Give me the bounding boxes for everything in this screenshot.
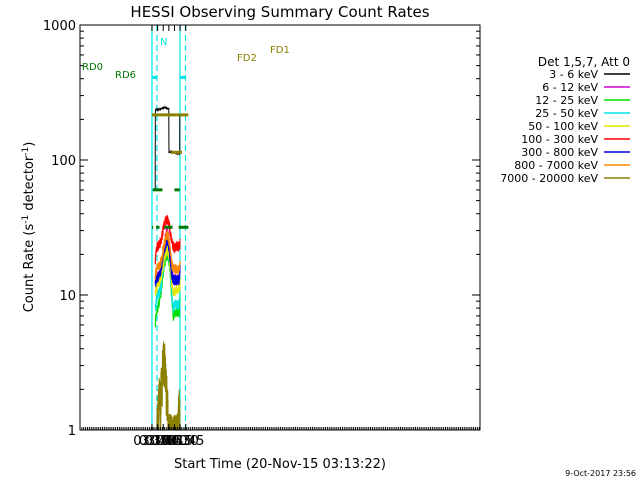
state-label-n: N bbox=[160, 37, 167, 48]
legend-label-7000-20000-kev: 7000 - 20000 keV bbox=[500, 172, 598, 185]
state-label-fd1: FD1 bbox=[270, 45, 290, 56]
series-line-800-7000-kev bbox=[154, 229, 181, 280]
series-line-3-6-kev bbox=[154, 105, 181, 191]
x-tick-label: 03:30 bbox=[139, 434, 176, 449]
x-tick-label: 04:45 bbox=[167, 434, 204, 449]
legend-label-25-50-kev: 25 - 50 keV bbox=[535, 107, 598, 120]
legend-label-300-800-kev: 300 - 800 keV bbox=[521, 146, 598, 159]
legend-label-12-25-kev: 12 - 25 keV bbox=[535, 94, 598, 107]
x-tick-label: 03:15 bbox=[133, 434, 170, 449]
x-tick-label: 04:00 bbox=[150, 434, 187, 449]
legend-title: Det 1,5,7, Att 0 bbox=[538, 55, 630, 69]
series-line-7000-20000-kev bbox=[156, 341, 181, 432]
series-line-300-800-kev bbox=[154, 237, 181, 287]
y-tick-label: 1 bbox=[68, 424, 76, 439]
plot-frame bbox=[79, 24, 481, 431]
series-line-100-300-kev bbox=[154, 215, 181, 265]
x-axis-label: Start Time (20-Nov-15 03:13:22) bbox=[174, 457, 386, 472]
x-tick-label: 04:15 bbox=[156, 434, 193, 449]
y-tick-label: 1000 bbox=[43, 19, 76, 34]
legend-label-6-12-kev: 6 - 12 keV bbox=[542, 81, 598, 94]
footer-timestamp: 9-Oct-2017 23:56 bbox=[565, 469, 636, 478]
x-tick-label: 04:30 bbox=[161, 434, 198, 449]
series-line-50-100-kev bbox=[154, 244, 181, 297]
chart-title: HESSI Observing Summary Count Rates bbox=[130, 3, 429, 21]
legend-label-50-100-kev: 50 - 100 keV bbox=[528, 120, 598, 133]
instrument-state-bars: N FD1 FD2 RD0 RD6 bbox=[82, 37, 290, 229]
y-axis-ticks: 1000 100 10 1 bbox=[43, 19, 480, 439]
y-axis-label: Count Rate (s-1 detector-1) bbox=[21, 142, 37, 313]
x-tick-label: 03:45 bbox=[144, 434, 181, 449]
legend-label-3-6-kev: 3 - 6 keV bbox=[549, 68, 598, 81]
legend-label-100-300-kev: 100 - 300 keV bbox=[521, 133, 598, 146]
y-tick-label: 100 bbox=[51, 154, 76, 169]
y-tick-label: 10 bbox=[59, 289, 76, 304]
state-label-fd2: FD2 bbox=[237, 53, 257, 64]
state-label-rd0: RD0 bbox=[82, 62, 103, 73]
state-label-rd6: RD6 bbox=[115, 70, 136, 81]
legend-label-800-7000-kev: 800 - 7000 keV bbox=[514, 159, 598, 172]
